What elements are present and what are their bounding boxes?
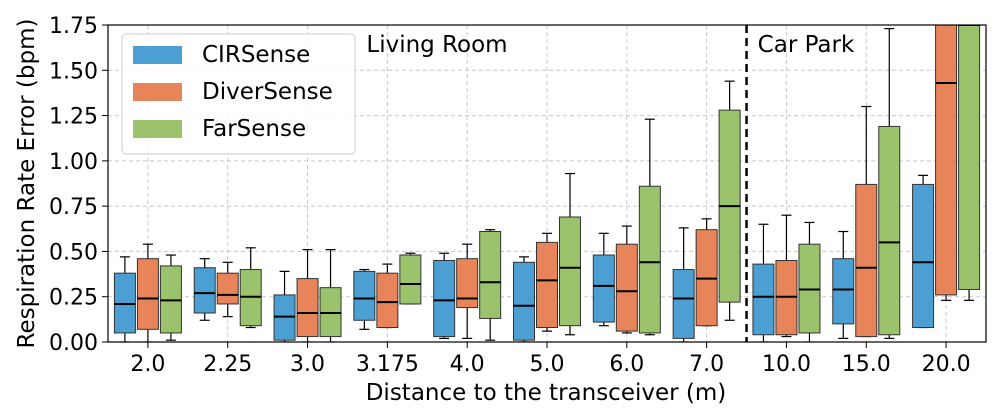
box-iqr: [353, 270, 376, 321]
box-iqr: [216, 272, 239, 305]
plot-area: [113, 25, 981, 342]
box-diversense-15.0: [855, 105, 878, 338]
x-tick-label: 10.0: [762, 352, 811, 377]
box-cirsense-7.0: [672, 227, 695, 342]
box-iqr: [479, 231, 502, 319]
box-cirsense-3.175: [353, 268, 376, 330]
box-diversense-10.0: [775, 214, 798, 338]
y-tick-label: 1.75: [49, 14, 98, 39]
box-iqr: [399, 254, 422, 305]
box-iqr: [513, 261, 535, 341]
box-farsense-6.0: [638, 118, 661, 336]
box-diversense-4.0: [456, 243, 479, 339]
box-cirsense-6.0: [592, 232, 615, 327]
box-iqr: [912, 183, 935, 329]
box-iqr: [878, 125, 901, 336]
y-axis-title: Respiration Rate Error (bpm): [14, 19, 40, 349]
x-tick-label: 5.0: [530, 352, 565, 377]
box-iqr: [536, 241, 558, 329]
x-tick-label: 4.0: [450, 352, 485, 377]
legend-label-farsense: FarSense: [202, 116, 306, 142]
y-tick-label: 0.00: [49, 331, 98, 356]
legend: CIRSense DiverSense FarSense: [121, 33, 356, 155]
box-iqr: [752, 263, 775, 336]
box-cirsense-10.0: [752, 223, 775, 342]
region-label-car-park: Car Park: [758, 32, 855, 58]
x-tick-label: 3.0: [290, 352, 325, 377]
box-iqr: [296, 278, 319, 338]
box-farsense-15.0: [878, 28, 901, 339]
y-tick-label: 0.50: [49, 240, 98, 265]
box-cirsense-15.0: [832, 230, 855, 339]
box-farsense-3.0: [319, 249, 342, 342]
box-cirsense-2.25: [193, 258, 216, 321]
box-diversense-5.0: [536, 232, 558, 332]
box-cirsense-20.0: [912, 174, 935, 329]
box-diversense-3.0: [296, 249, 319, 342]
box-farsense-2.0: [159, 254, 182, 341]
x-tick-label: 6.0: [609, 352, 644, 377]
box-cirsense-4.0: [433, 252, 456, 339]
axes: 0.00 0.25 0.50 0.75 1.00 1.25 1.50 1.75 2.0 2.25 3…: [14, 14, 987, 406]
box-iqr: [592, 254, 615, 323]
box-farsense-3.175: [399, 252, 422, 305]
box-iqr: [935, 25, 958, 296]
box-cirsense-5.0: [513, 256, 535, 342]
legend-label-cirsense: CIRSense: [202, 42, 310, 68]
box-farsense-4.0: [479, 229, 502, 341]
box-iqr: [559, 216, 581, 327]
y-tick-label: 0.75: [49, 195, 98, 220]
legend-swatch-cirsense: [133, 46, 182, 64]
box-iqr: [832, 258, 855, 325]
y-tick-label: 1.25: [49, 105, 98, 130]
region-label-living-room: Living Room: [366, 32, 507, 58]
box-iqr: [433, 259, 456, 338]
box-diversense-7.0: [695, 218, 718, 327]
box-farsense-10.0: [798, 221, 821, 342]
box-farsense-2.25: [239, 247, 262, 329]
box-iqr: [958, 25, 981, 290]
y-tick-label: 1.00: [49, 150, 98, 175]
box-farsense-5.0: [559, 172, 581, 336]
x-tick-label: 15.0: [842, 352, 891, 377]
x-tick-label: 7.0: [689, 352, 724, 377]
box-cirsense-3.0: [273, 270, 296, 342]
x-tick-label: 3.175: [356, 352, 419, 377]
box-iqr: [615, 243, 638, 332]
legend-swatch-diversense: [133, 83, 182, 101]
box-iqr: [456, 258, 479, 309]
box-diversense-2.25: [216, 261, 239, 318]
box-cirsense-2.0: [113, 256, 136, 342]
x-tick-label: 20.0: [922, 352, 971, 377]
x-axis-title: Distance to the transceiver (m): [366, 380, 727, 406]
box-farsense-20.0: [958, 25, 981, 301]
y-tick-label: 0.25: [49, 286, 98, 311]
box-iqr: [672, 269, 695, 339]
legend-swatch-farsense: [133, 120, 182, 138]
box-iqr: [376, 272, 399, 329]
box-iqr: [638, 185, 661, 334]
box-diversense-3.175: [376, 263, 399, 329]
box-diversense-20.0: [935, 25, 958, 301]
plot-frame: [107, 24, 987, 343]
x-tick-label: 2.0: [130, 352, 165, 377]
box-farsense-7.0: [718, 80, 741, 321]
box-diversense-2.0: [136, 243, 159, 342]
box-diversense-6.0: [615, 225, 638, 334]
box-iqr: [855, 183, 878, 338]
box-iqr: [136, 258, 159, 330]
x-tick-label: 2.25: [203, 352, 252, 377]
legend-label-diversense: DiverSense: [202, 79, 333, 105]
y-tick-label: 1.50: [49, 59, 98, 84]
box-iqr: [193, 267, 216, 314]
